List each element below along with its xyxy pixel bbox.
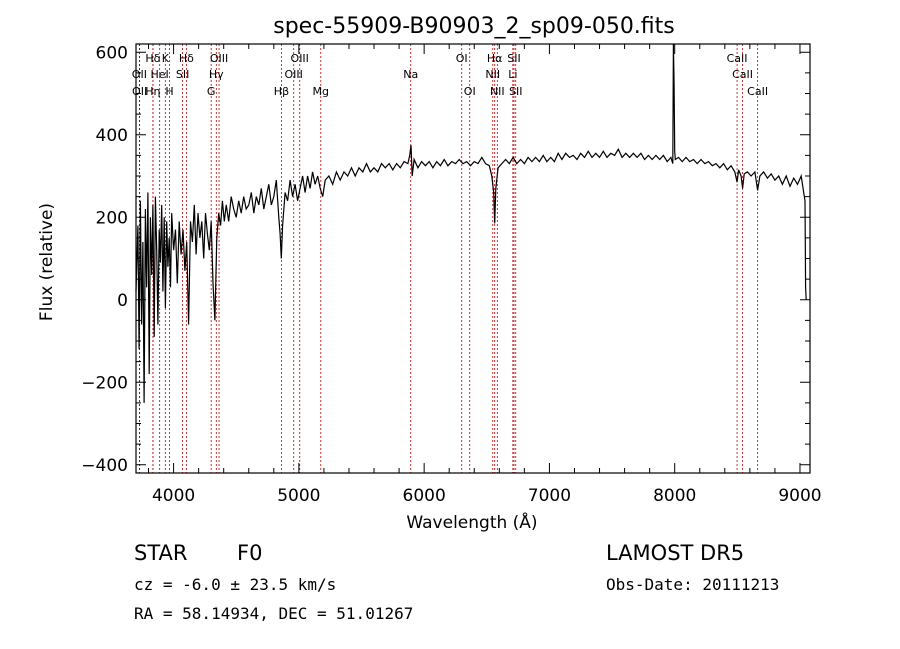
x-tick-label: 5000 — [277, 486, 320, 506]
spectral-line-label: Mg — [313, 85, 329, 98]
spectral-line-label: OIII — [210, 52, 228, 65]
x-axis-label: Wavelength (Å) — [406, 511, 537, 533]
survey-name: LAMOST DR5 — [606, 541, 744, 565]
spectral-line-label: CaII — [747, 85, 768, 98]
x-tick-label: 8000 — [653, 486, 696, 506]
spectral-line-label: CaII — [732, 68, 753, 81]
y-tick-label: 200 — [96, 208, 128, 228]
chart-title: spec-55909-B90903_2_sp09-050.fits — [273, 14, 675, 39]
obs-date: Obs-Date: 20111213 — [606, 575, 779, 594]
spectral-line-label: Hδ — [179, 52, 194, 65]
object-class: STAR — [134, 541, 187, 565]
spectral-line-label: OIII — [291, 52, 309, 65]
spectral-line-label: Hδ — [145, 52, 160, 65]
spectral-line-label: H — [165, 85, 173, 98]
spectral-line-label: CaII — [727, 52, 748, 65]
spectral-line-label: Hη — [145, 85, 160, 98]
spectral-line-label: OI — [456, 52, 468, 65]
y-tick-label: 400 — [96, 126, 128, 146]
x-tick-label: 6000 — [403, 486, 446, 506]
spectral-line-label: Na — [403, 68, 418, 81]
y-axis-ticks: −400 −200 0 200 400 600 — [81, 43, 810, 476]
y-tick-label: −200 — [81, 373, 128, 393]
spectral-line-label: OII — [132, 68, 147, 81]
spectral-line-label: OI — [464, 85, 476, 98]
y-axis-label: Flux (relative) — [37, 203, 57, 321]
y-tick-label: 600 — [96, 43, 128, 63]
coordinates-readout: RA = 58.14934, DEC = 51.01267 — [134, 604, 413, 623]
spectral-line-label: NII — [485, 68, 500, 81]
x-axis-ticks: 4000 5000 6000 7000 8000 9000 — [148, 44, 822, 506]
spectral-line-label: Hα — [487, 52, 503, 65]
redshift-readout: cz = -6.0 ± 23.5 km/s — [134, 575, 336, 594]
x-tick-label: 4000 — [152, 486, 195, 506]
spectral-line-label: OIII — [285, 68, 303, 81]
spectral-line-label: SII — [176, 68, 189, 81]
y-tick-label: −400 — [81, 456, 128, 476]
plot-frame — [135, 43, 811, 474]
y-tick-label: 0 — [117, 291, 128, 311]
x-tick-label: 9000 — [778, 486, 821, 506]
spectral-line-markers — [138, 44, 759, 473]
spectral-line-label: SII — [509, 85, 522, 98]
spectral-line-label: HeI — [151, 68, 169, 81]
spectral-line-label: Hβ — [274, 85, 289, 98]
object-subclass: F0 — [237, 541, 262, 565]
x-tick-label: 7000 — [528, 486, 571, 506]
spectral-line-label: Hγ — [209, 68, 224, 81]
spectral-line-label: K — [162, 52, 170, 65]
spectral-line-label: NII — [490, 85, 505, 98]
spectrum-series-line — [135, 43, 807, 403]
spectral-line-label: SII — [507, 52, 520, 65]
spectral-line-label: Li — [508, 68, 517, 81]
spectral-line-label: G — [207, 85, 216, 98]
